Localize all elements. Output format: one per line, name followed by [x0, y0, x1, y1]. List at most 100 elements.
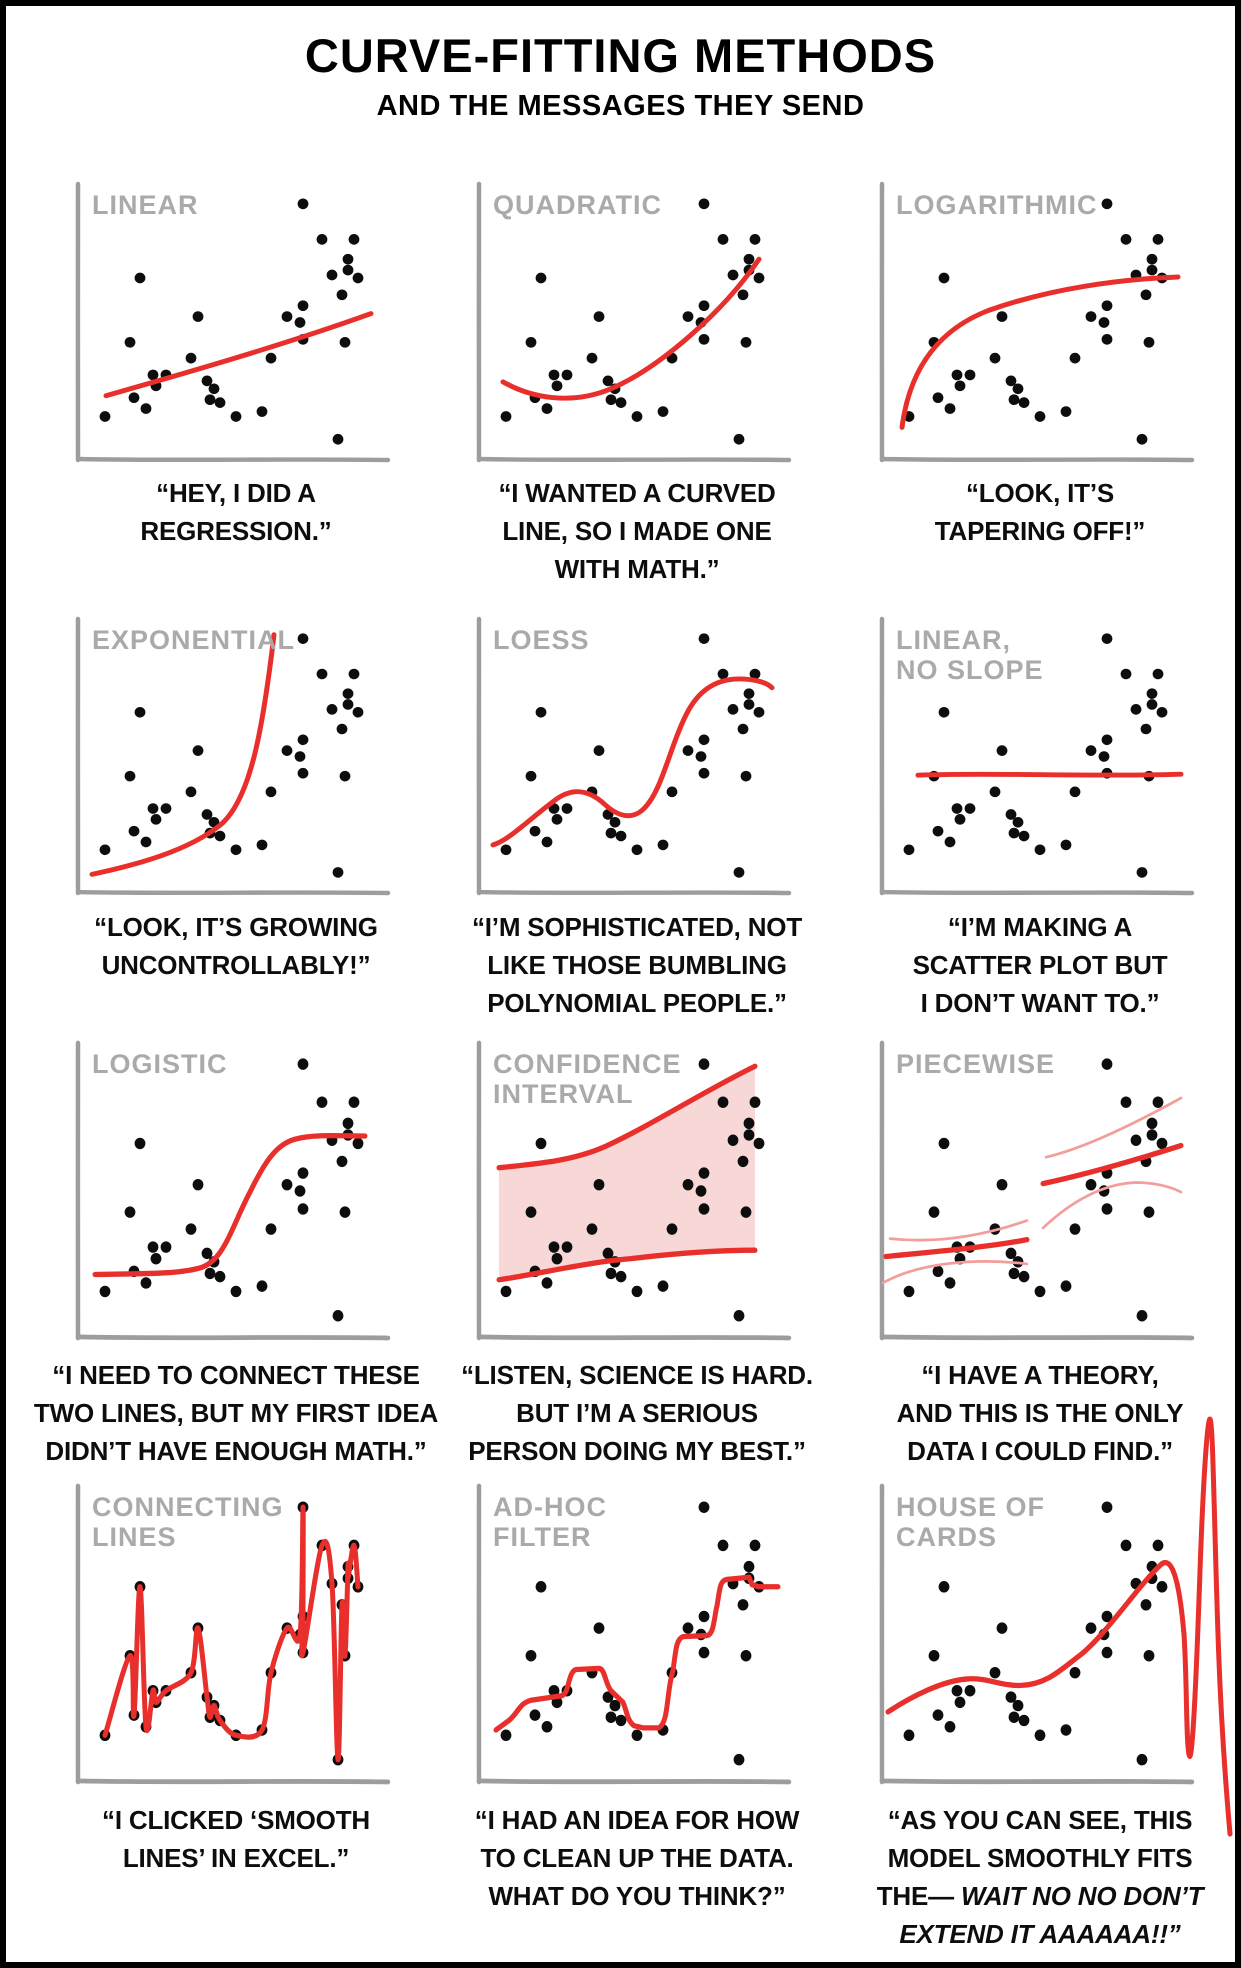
data-point	[698, 1501, 710, 1513]
scatter-plot-quadratic	[476, 181, 792, 463]
data-point	[631, 1285, 643, 1298]
data-point	[214, 1270, 226, 1283]
data-point	[717, 668, 729, 680]
data-point	[1101, 1501, 1113, 1513]
data-point	[737, 723, 749, 735]
panel-label-ad-hoc-filter: AD-HOC FILTER	[493, 1492, 607, 1552]
data-point	[1152, 1096, 1164, 1108]
data-point	[214, 830, 226, 842]
data-point	[339, 1206, 351, 1218]
data-point	[551, 814, 563, 825]
data-point	[695, 751, 707, 762]
fit-curve-logistic	[92, 1132, 368, 1278]
panel-caption-exponential: “LOOK, IT’S GROWING UNCONTROLLABLY!”	[94, 912, 378, 980]
data-point	[1136, 867, 1148, 878]
data-point	[1034, 1729, 1046, 1741]
data-point	[192, 1178, 204, 1191]
data-point	[1130, 1134, 1142, 1146]
data-point	[743, 1129, 755, 1141]
data-point	[134, 1137, 146, 1150]
fit-curve-piecewise	[883, 1236, 1030, 1260]
data-point	[749, 1096, 761, 1108]
fit-curve-confidence-interval	[496, 1063, 758, 1171]
data-point	[352, 707, 364, 718]
data-point	[932, 392, 944, 404]
data-point	[541, 1277, 553, 1289]
data-point	[1156, 1581, 1168, 1593]
fit-curve-linear-no-slope	[915, 771, 1184, 778]
panel-piecewise: PIECEWISE	[879, 1040, 1200, 1341]
data-point	[140, 836, 152, 848]
data-point	[332, 433, 344, 445]
data-point	[541, 1721, 553, 1733]
data-point	[733, 1310, 745, 1322]
data-point	[192, 311, 204, 322]
panel-caption-piecewise: “I HAVE A THEORY, AND THIS IS THE ONLY DAT…	[896, 1360, 1184, 1466]
data-point	[297, 767, 309, 779]
data-point	[548, 369, 560, 381]
panel-label-confidence-interval: CONFIDENCE INTERVAL	[493, 1049, 682, 1109]
panel-linear: LINEAR	[75, 181, 396, 463]
data-point	[1085, 745, 1097, 756]
data-point	[593, 1178, 605, 1191]
data-point	[1101, 734, 1113, 746]
data-point	[500, 1729, 512, 1741]
scatter-plot-logarithmic	[879, 181, 1195, 463]
data-point	[185, 1223, 197, 1235]
data-point	[615, 830, 627, 842]
data-point	[666, 786, 678, 798]
data-point	[339, 770, 351, 782]
data-point	[989, 1666, 1001, 1679]
data-point	[1143, 336, 1155, 348]
data-point	[1101, 1058, 1113, 1070]
panel-caption-confidence-interval: “LISTEN, SCIENCE IS HARD. BUT I’M A SERIO…	[461, 1360, 813, 1466]
data-point	[128, 392, 140, 404]
data-point	[1143, 1206, 1155, 1218]
data-point	[332, 867, 344, 878]
data-point	[631, 844, 643, 856]
data-point	[1120, 668, 1132, 680]
panel-label-house-of-cards: HOUSE OF CARDS	[896, 1492, 1046, 1552]
data-point	[1034, 1285, 1046, 1298]
data-point	[529, 825, 541, 837]
data-point	[698, 767, 710, 779]
data-point	[1008, 827, 1020, 839]
data-point	[743, 1560, 755, 1573]
data-point	[657, 839, 669, 851]
data-point	[605, 1267, 617, 1280]
data-point	[698, 333, 710, 345]
data-point	[682, 745, 694, 756]
data-point	[551, 380, 563, 392]
data-point	[903, 844, 915, 856]
data-point	[727, 704, 739, 715]
data-point	[265, 1223, 277, 1235]
data-point	[150, 1252, 162, 1265]
data-point	[342, 1117, 354, 1130]
data-point	[682, 1622, 694, 1634]
data-point	[230, 411, 242, 422]
data-point	[1101, 300, 1113, 312]
panel-house-of-cards: HOUSE OF CARDS	[879, 1416, 1233, 1837]
data-point	[698, 198, 710, 210]
panel-caption-quadratic: “I WANTED A CURVED LINE, SO I MADE ONE WIT…	[498, 478, 776, 584]
data-point	[1101, 1646, 1113, 1659]
data-point	[316, 1096, 328, 1108]
data-point	[996, 1178, 1008, 1191]
data-point	[749, 234, 761, 245]
scatter-plot-logistic	[75, 1040, 391, 1341]
data-point	[1069, 1666, 1081, 1679]
panel-caption-linear-no-slope: “I’M MAKING A SCATTER PLOT BUT I DON’T WAN…	[912, 912, 1168, 1018]
data-point	[147, 369, 159, 381]
fit-curve-piecewise	[1040, 1142, 1184, 1187]
data-point	[737, 1599, 749, 1611]
data-point	[316, 668, 328, 680]
data-point	[192, 745, 204, 756]
data-point	[1156, 707, 1168, 718]
data-point	[727, 1134, 739, 1146]
data-point	[602, 1247, 614, 1260]
data-point	[657, 406, 669, 417]
data-point	[1005, 1691, 1017, 1703]
data-point	[134, 272, 146, 284]
data-point	[1018, 830, 1030, 842]
data-point	[525, 336, 537, 348]
